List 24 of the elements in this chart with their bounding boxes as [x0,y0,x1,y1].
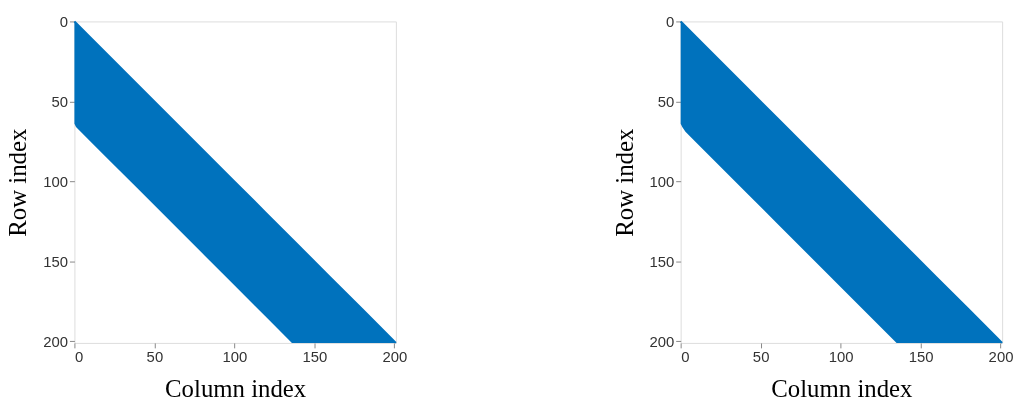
x-tick-label: 0 [74,349,84,366]
y-tick-label: 50 [51,93,68,110]
x-tick-label: 150 [302,349,328,366]
x-tick-label: 0 [681,349,690,366]
y-tick-label: 0 [59,13,68,30]
y-tick-label: 50 [657,93,675,110]
y-axis-title: Row index [4,128,32,237]
y-tick-label: 150 [43,253,68,270]
y-tick-label: 100 [43,173,68,190]
y-tick-label: 150 [649,253,675,270]
x-axis-title: Column index [165,374,307,402]
x-tick-label: 50 [752,349,770,366]
x-axis-title: Column index [771,374,914,402]
x-tick-label: 200 [988,349,1014,366]
y-tick-label: 200 [649,333,675,350]
x-tick-label: 50 [146,349,164,366]
x-tick-label: 100 [828,349,854,366]
x-tick-label: 200 [382,349,408,366]
x-tick-label: 150 [908,349,934,366]
y-axis-title: Row index [610,128,638,237]
y-tick-label: 100 [649,173,675,190]
x-tick-label: 100 [222,349,248,366]
y-tick-label: 200 [43,333,68,350]
y-tick-label: 0 [665,13,675,30]
